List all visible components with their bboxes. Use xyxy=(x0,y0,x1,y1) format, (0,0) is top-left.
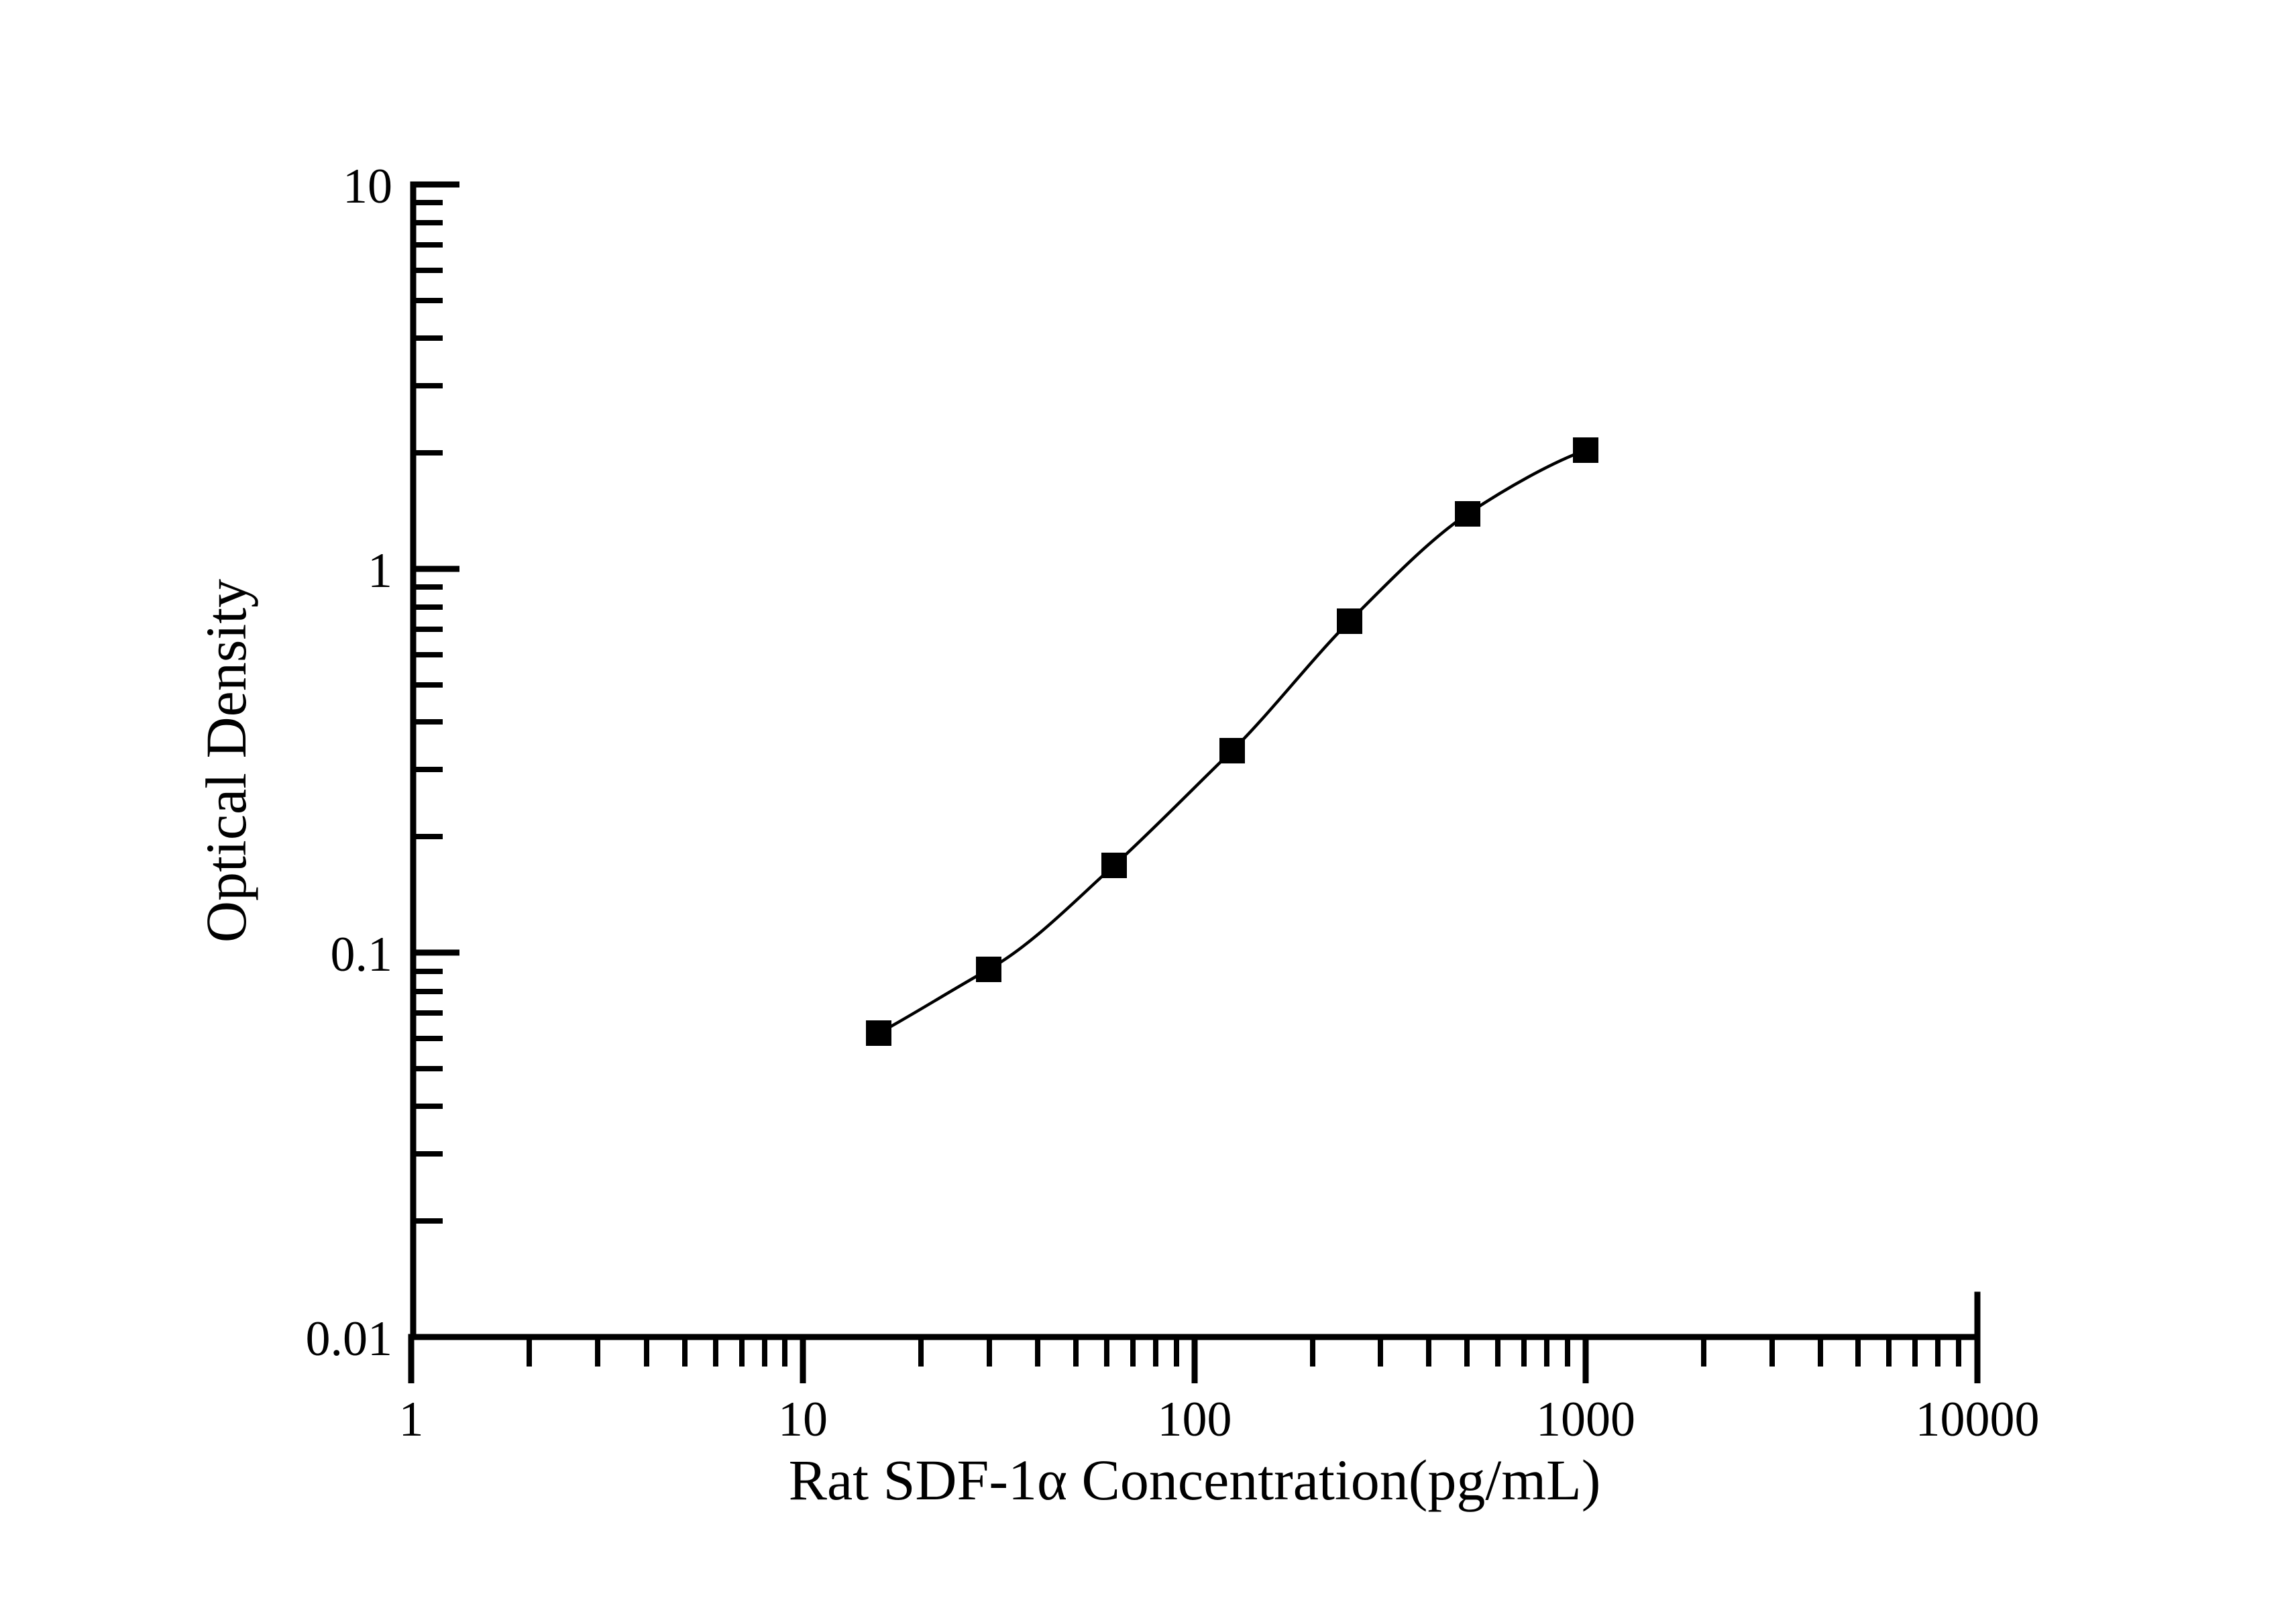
data-point-marker xyxy=(1101,853,1127,878)
x-tick-label-10000: 10000 xyxy=(1916,1392,2040,1447)
data-markers xyxy=(866,437,1598,1046)
y-axis-tick-labels: 10 1 0.1 0.01 xyxy=(306,159,393,1367)
axis-titles: Rat SDF-1α Concentration(pg/mL) Optical … xyxy=(194,579,1600,1512)
data-point-marker xyxy=(1455,501,1480,527)
x-axis-tick-labels: 1 10 100 1000 10000 xyxy=(399,1392,2040,1447)
data-point-marker xyxy=(1219,738,1245,763)
data-point-marker xyxy=(1337,608,1362,634)
y-tick-label-10: 10 xyxy=(343,159,392,214)
data-point-marker xyxy=(1573,437,1598,463)
data-point-marker xyxy=(976,957,1001,982)
x-tick-label-1: 1 xyxy=(399,1392,424,1447)
y-tick-label-1: 1 xyxy=(368,543,392,598)
y-tick-label-0.1: 0.1 xyxy=(331,927,393,982)
data-point-marker xyxy=(866,1020,891,1046)
x-axis-ticks xyxy=(408,1337,1981,1383)
y-axis-title: Optical Density xyxy=(194,579,258,943)
y-axis-ticks xyxy=(413,181,459,1340)
x-axis-title: Rat SDF-1α Concentration(pg/mL) xyxy=(789,1448,1601,1512)
y-tick-label-0.01: 0.01 xyxy=(306,1312,393,1367)
x-tick-label-100: 100 xyxy=(1158,1392,1232,1447)
x-tick-label-1000: 1000 xyxy=(1536,1392,1635,1447)
axis-frame xyxy=(408,181,1981,1340)
x-tick-label-10: 10 xyxy=(778,1392,828,1447)
